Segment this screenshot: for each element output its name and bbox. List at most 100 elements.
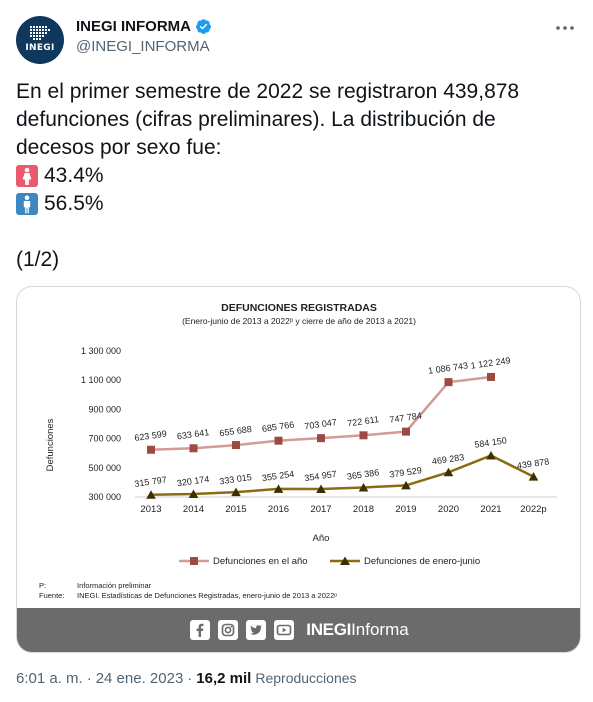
x-tick-label: 2018 xyxy=(353,504,374,515)
data-point-annual xyxy=(317,434,325,443)
x-axis-label: Año xyxy=(313,533,330,544)
tweet-time[interactable]: 6:01 a. m. xyxy=(16,670,83,687)
data-label: 354 957 xyxy=(304,469,338,483)
chart-notes: P: Información preliminar Fuente: INEGI.… xyxy=(39,581,337,600)
chart-subtitle: (Enero-junio de 2013 a 2022ᵖ y cierre de… xyxy=(182,316,416,326)
data-point-annual xyxy=(147,445,155,454)
note-key-source: Fuente: xyxy=(39,591,64,600)
female-stat: 43.4% xyxy=(16,162,577,190)
avatar[interactable]: INEGI xyxy=(16,16,64,64)
meta-separator-2: · xyxy=(187,670,193,687)
x-tick-label: 2022p xyxy=(520,504,546,515)
inegi-informa-brand: INEGIInforma xyxy=(306,620,408,640)
view-count-label[interactable]: Reproducciones xyxy=(255,670,357,686)
x-axis: 2013 2014 2015 2016 2017 2018 2019 2020 2021 2022… xyxy=(140,504,546,515)
data-label: 584 150 xyxy=(474,435,508,449)
tweet-date[interactable]: 24 ene. 2023 xyxy=(95,670,184,687)
series-line-2 xyxy=(150,454,535,496)
x-tick-label: 2016 xyxy=(268,504,289,515)
image-footer-bar: INEGIInforma xyxy=(17,608,580,652)
account-handle[interactable]: @INEGI_INFORMA xyxy=(76,38,210,55)
display-name-row[interactable]: INEGI INFORMA xyxy=(76,18,212,35)
view-count[interactable]: 16,2 mil xyxy=(196,670,252,687)
data-label: 623 599 xyxy=(134,429,168,443)
woman-symbol-icon xyxy=(16,165,38,187)
male-percentage: 56.5% xyxy=(44,192,104,215)
data-label: 1 122 249 xyxy=(470,355,511,370)
note-text-p: Información preliminar xyxy=(77,581,152,590)
x-tick-label: 2015 xyxy=(225,504,246,515)
data-label: 633 641 xyxy=(176,427,210,441)
y-axis-label: Defunciones xyxy=(45,418,56,471)
male-stat: 56.5% xyxy=(16,190,577,218)
data-point-semester xyxy=(316,484,326,493)
data-label: 1 086 743 xyxy=(428,360,469,375)
inegi-logo-icon xyxy=(30,26,50,40)
y-axis: 1 300 000 1 100 000 900 000 700 000 500 000 3… xyxy=(81,346,121,502)
facebook-icon xyxy=(190,620,211,640)
series-layer: 623 599 633 641 655 688 685 766 703 047 722 6… xyxy=(134,355,550,499)
legend-series-1: Defunciones en el año xyxy=(213,556,308,567)
data-label: 685 766 xyxy=(261,419,295,433)
data-label: 379 529 xyxy=(389,465,423,479)
data-point-annual xyxy=(232,441,240,450)
tweet-meta: 6:01 a. m. · 24 ene. 2023 · 16,2 mil Rep… xyxy=(16,670,357,687)
female-percentage: 43.4% xyxy=(44,164,104,187)
tweet-header: INEGI INEGI INFORMA @INEGI_INFORMA xyxy=(16,14,577,64)
man-symbol-icon xyxy=(16,193,38,215)
more-options-icon[interactable] xyxy=(553,18,577,38)
data-label: 703 047 xyxy=(304,417,338,431)
data-label: 365 386 xyxy=(346,467,380,481)
data-label: 315 797 xyxy=(134,475,168,489)
avatar-label: INEGI xyxy=(25,43,55,53)
data-label: 355 254 xyxy=(261,469,295,483)
y-tick-label: 300 000 xyxy=(88,492,121,502)
thread-indicator: (1/2) xyxy=(16,248,60,271)
data-point-annual xyxy=(487,372,495,381)
data-point-annual xyxy=(444,378,453,387)
data-label: 320 174 xyxy=(176,474,210,488)
data-point-annual xyxy=(189,444,198,453)
x-tick-label: 2019 xyxy=(395,504,416,515)
data-point-annual xyxy=(359,431,368,440)
data-point-annual xyxy=(274,436,283,445)
legend-square-marker xyxy=(190,557,198,565)
chart-title: DEFUNCIONES REGISTRADAS xyxy=(221,302,377,314)
legend-triangle-marker xyxy=(340,556,350,565)
x-tick-label: 2021 xyxy=(480,504,501,515)
data-point-semester xyxy=(358,482,369,492)
note-key-p: P: xyxy=(39,581,46,590)
data-point-semester xyxy=(486,451,496,460)
data-point-semester xyxy=(273,484,284,493)
meta-separator: · xyxy=(86,670,92,687)
tweet-image[interactable]: DEFUNCIONES REGISTRADAS (Enero-junio de … xyxy=(16,286,581,653)
x-tick-label: 2013 xyxy=(140,504,161,515)
verified-badge-icon[interactable] xyxy=(195,18,212,35)
legend-series-2: Defunciones de enero-junio xyxy=(364,556,480,567)
tweet-line-3: decesos por sexo fue: xyxy=(16,136,222,159)
youtube-icon xyxy=(274,620,295,640)
data-point-semester xyxy=(188,489,199,499)
brand-rest: Informa xyxy=(351,620,409,639)
chart: DEFUNCIONES REGISTRADAS (Enero-junio de … xyxy=(39,302,557,600)
x-tick-label: 2014 xyxy=(183,504,204,515)
tweet-text: En el primer semestre de 2022 se registr… xyxy=(16,78,577,274)
data-label: 655 688 xyxy=(219,424,253,438)
data-point-annual xyxy=(402,427,410,436)
display-name[interactable]: INEGI INFORMA xyxy=(76,18,191,35)
data-point-semester xyxy=(443,467,454,477)
data-point-semester xyxy=(146,490,156,499)
data-label: 439 878 xyxy=(516,456,550,470)
twitter-icon xyxy=(246,620,267,640)
data-point-semester xyxy=(401,480,411,490)
y-tick-label: 700 000 xyxy=(88,434,121,444)
data-point-semester xyxy=(231,487,241,497)
brand-bold: INEGI xyxy=(306,620,352,639)
data-label: 722 611 xyxy=(347,414,380,428)
x-tick-label: 2017 xyxy=(310,504,331,515)
note-text-source: INEGI. Estadísticas de Defunciones Regis… xyxy=(77,591,337,600)
tweet-line-2: defunciones (cifras preliminares). La di… xyxy=(16,108,496,131)
data-label: 333 015 xyxy=(219,472,253,486)
data-label: 747 784 xyxy=(389,410,423,424)
data-point-semester xyxy=(528,472,539,481)
